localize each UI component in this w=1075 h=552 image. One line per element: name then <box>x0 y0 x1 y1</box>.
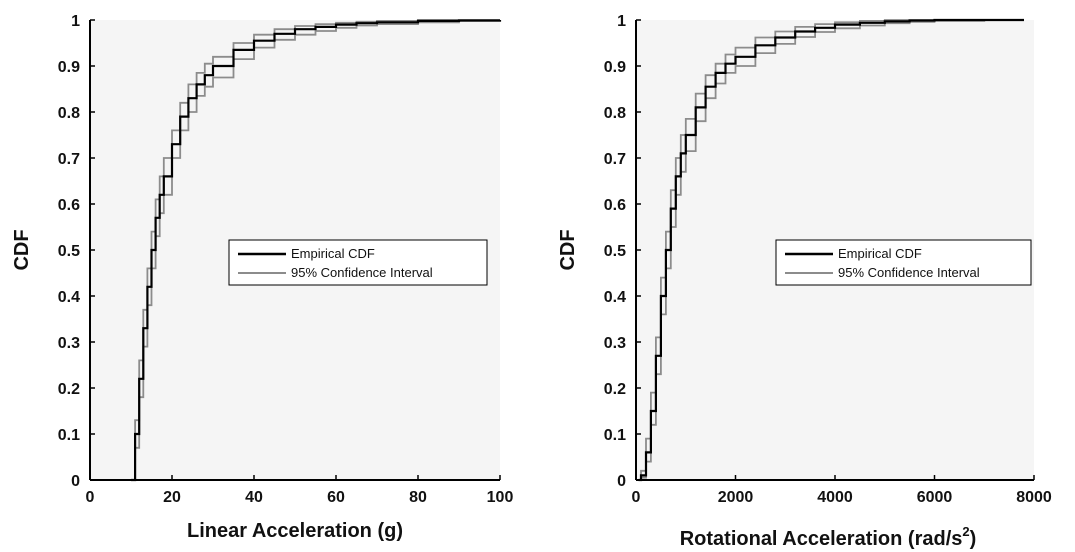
y-tick-label-linear: 0.7 <box>58 151 80 168</box>
x-tick-label-rotational: 8000 <box>1016 489 1052 506</box>
chart-panel-linear: 0 20 40 60 80 100 0 0.1 0.2 0.3 0.4 0.5 0.6 0.7 0.8 0.9… <box>11 13 513 542</box>
x-tick-label-rotational: 2000 <box>718 489 754 506</box>
y-tick-label-linear: 1 <box>71 13 80 30</box>
x-tick-label-linear: 80 <box>409 489 427 506</box>
series-layer-linear <box>131 19 502 482</box>
y-tick-label-linear: 0.6 <box>58 197 80 214</box>
legend-linear: Empirical CDF 95% Confidence Interval <box>228 239 488 286</box>
y-tick-label-linear: 0.3 <box>58 335 80 352</box>
legend-rotational: Empirical CDF 95% Confidence Interval <box>775 239 1032 286</box>
axes-layer-rotational: 0 2000 4000 6000 8000 0 0.1 0.2 0.3 0.4 0.5 0.6 0.7 0… <box>604 13 1052 506</box>
confidence-lower-line-rotational <box>638 19 1024 481</box>
y-tick-label-rotational: 0.2 <box>604 381 626 398</box>
y-tick-label-linear: 0 <box>71 473 80 490</box>
y-tick-label-rotational: 0.1 <box>604 427 626 444</box>
x-axis-title-rotational: Rotational Acceleration (rad/s2) <box>680 524 977 550</box>
axes-layer-linear: 0 20 40 60 80 100 0 0.1 0.2 0.3 0.4 0.5 0.6 0.7 0.8 0.9… <box>58 13 514 506</box>
x-axis-title-rotational-main: Rotational Acceleration (rad/s <box>680 528 963 550</box>
y-tick-label-linear: 0.1 <box>58 427 80 444</box>
y-tick-label-rotational: 0.5 <box>604 243 626 260</box>
empirical-cdf-line-linear <box>131 19 502 482</box>
x-axis-title-rotational-suffix: ) <box>970 528 977 550</box>
y-tick-label-linear: 0.4 <box>58 289 80 306</box>
y-tick-label-rotational: 0.9 <box>604 59 626 76</box>
legend-label-confidence-linear: 95% Confidence Interval <box>291 265 433 280</box>
legend-box-rotational <box>775 239 1032 286</box>
legend-label-empirical-linear: Empirical CDF <box>291 246 375 261</box>
confidence-upper-line-rotational <box>638 19 1024 481</box>
x-axis-title-linear: Linear Acceleration (g) <box>187 520 403 542</box>
y-axis-title-linear: CDF <box>11 229 33 270</box>
x-tick-label-linear: 0 <box>86 489 95 506</box>
legend-label-confidence-rotational: 95% Confidence Interval <box>838 265 980 280</box>
y-tick-label-rotational: 0.8 <box>604 105 626 122</box>
y-tick-label-rotational: 0.3 <box>604 335 626 352</box>
confidence-lower-line-linear <box>131 20 501 481</box>
y-tick-label-rotational: 1 <box>617 13 626 30</box>
x-tick-label-linear: 40 <box>245 489 263 506</box>
y-axis-title-rotational: CDF <box>557 229 579 270</box>
series-layer-rotational <box>638 18 1024 482</box>
y-tick-label-rotational: 0 <box>617 473 626 490</box>
y-tick-label-linear: 0.8 <box>58 105 80 122</box>
confidence-upper-line-linear <box>131 19 500 481</box>
x-tick-label-linear: 60 <box>327 489 345 506</box>
y-tick-label-rotational: 0.7 <box>604 151 626 168</box>
x-tick-label-rotational: 4000 <box>817 489 853 506</box>
y-tick-label-linear: 0.9 <box>58 59 80 76</box>
empirical-cdf-line-rotational <box>638 18 1024 482</box>
y-tick-label-rotational: 0.6 <box>604 197 626 214</box>
x-tick-label-rotational: 0 <box>632 489 641 506</box>
x-axis-title-rotational-superscript: 2 <box>962 524 969 539</box>
legend-box-linear <box>228 239 488 286</box>
chart-panel-rotational: 0 2000 4000 6000 8000 0 0.1 0.2 0.3 0.4 0.5 0.6 0.7 0… <box>557 13 1052 550</box>
x-tick-label-linear: 20 <box>163 489 181 506</box>
legend-label-empirical-rotational: Empirical CDF <box>838 246 922 261</box>
x-tick-label-linear: 100 <box>487 489 514 506</box>
y-tick-label-linear: 0.5 <box>58 243 80 260</box>
x-tick-label-rotational: 6000 <box>917 489 953 506</box>
y-tick-label-linear: 0.2 <box>58 381 80 398</box>
y-tick-label-rotational: 0.4 <box>604 289 626 306</box>
